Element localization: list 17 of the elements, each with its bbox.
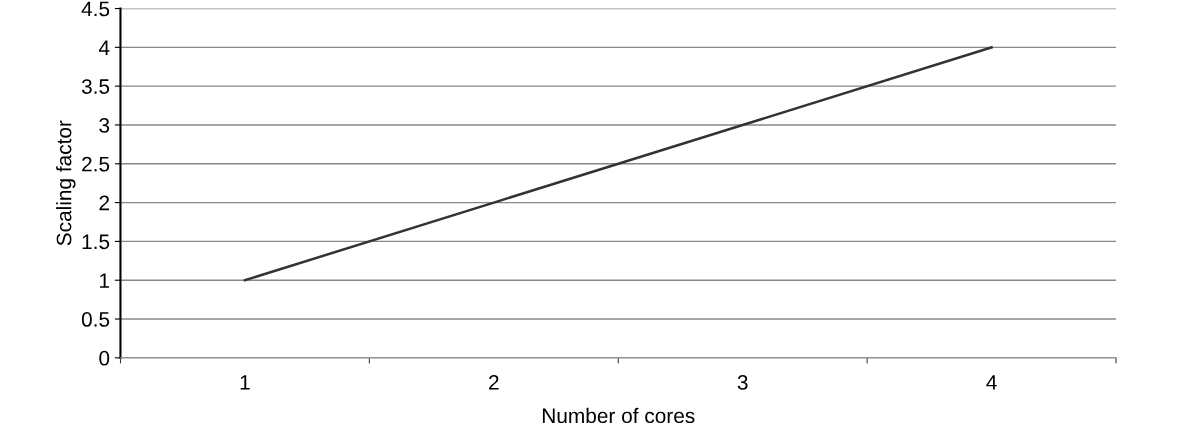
y-tick-label: 2.5	[82, 156, 110, 172]
y-tick-label: 4.5	[81, 1, 110, 17]
y-tick-label: 2	[99, 195, 109, 211]
y-tick-label: 3	[99, 117, 110, 133]
x-tick-label: 2	[489, 375, 499, 390]
y-tick-label: 0.5	[81, 312, 110, 327]
y-tick-label: 3.5	[81, 79, 110, 94]
y-tick-label: 1.5	[82, 234, 110, 250]
x-tick-label: 1	[240, 375, 250, 390]
y-tick-label: 1	[100, 273, 110, 288]
x-tick-label: 4	[986, 375, 997, 390]
x-tick-label: 3	[737, 375, 748, 390]
x-axis-title: Number of cores	[542, 407, 695, 424]
y-axis-title: Scaling factor	[56, 120, 76, 246]
y-tick-label: 0	[99, 350, 110, 366]
y-tick-label: 4	[98, 40, 110, 55]
line-series	[243, 46, 993, 282]
